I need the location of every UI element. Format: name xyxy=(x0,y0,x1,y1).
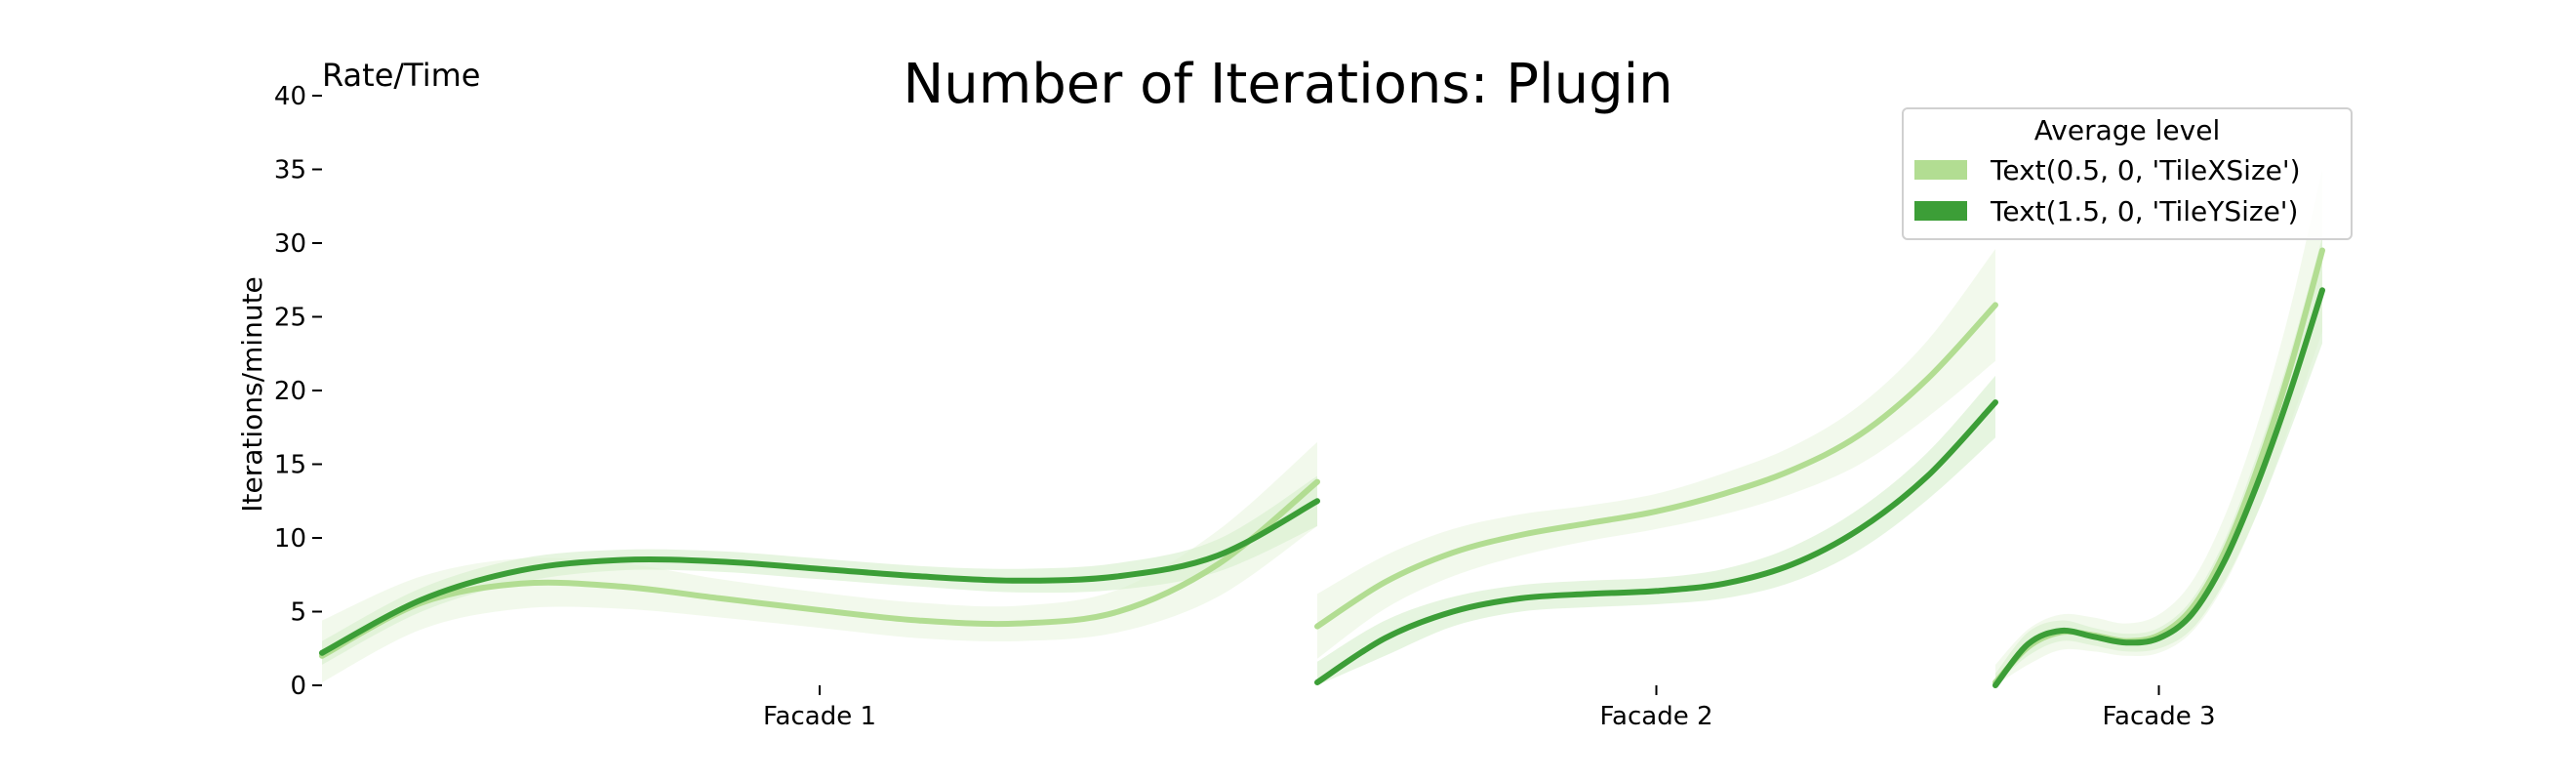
confidence-bands xyxy=(322,169,2322,685)
y-tick-label-40: 40 xyxy=(274,82,306,111)
corner-note: Rate/Time xyxy=(322,57,480,94)
y-tick-label-15: 15 xyxy=(274,451,306,480)
y-axis-title: Iterations/minute xyxy=(236,276,268,513)
legend-frame xyxy=(1902,107,2353,240)
line-facade-2-series-2 xyxy=(1314,399,1998,685)
band-facade-2-series-1 xyxy=(1317,249,1995,659)
x-tick-label-facade-3: Facade 3 xyxy=(2102,702,2215,731)
x-axis: Facade 1 Facade 2 Facade 3 xyxy=(763,685,2216,731)
legend-title: Average level xyxy=(2034,114,2220,146)
legend-swatch-tilexsize xyxy=(1914,160,1967,180)
y-tick-label-20: 20 xyxy=(274,377,306,406)
legend-label-tileysize: Text(1.5, 0, 'TileYSize') xyxy=(1990,195,2298,227)
legend: Average level Text(0.5, 0, 'TileXSize') … xyxy=(1902,107,2353,240)
y-tick-label-10: 10 xyxy=(274,524,306,554)
chart-title: Number of Iterations: Plugin xyxy=(903,53,1672,116)
legend-swatch-tileysize xyxy=(1914,201,1967,221)
y-tick-label-35: 35 xyxy=(274,156,306,185)
line-facade-1-series-2 xyxy=(319,498,1320,656)
line-facade-3-series-2 xyxy=(1992,287,2325,688)
x-tick-label-facade-2: Facade 2 xyxy=(1599,702,1712,731)
legend-label-tilexsize: Text(0.5, 0, 'TileXSize') xyxy=(1990,154,2301,186)
y-tick-label-25: 25 xyxy=(274,304,306,333)
y-tick-label-5: 5 xyxy=(290,598,306,628)
y-axis: 0 5 10 15 20 25 30 35 40 xyxy=(274,82,322,701)
line-facade-2-series-1 xyxy=(1314,302,1998,630)
y-tick-label-0: 0 xyxy=(290,672,306,701)
y-tick-label-30: 30 xyxy=(274,229,306,259)
x-tick-label-facade-1: Facade 1 xyxy=(763,702,876,731)
band-facade-2-series-2 xyxy=(1317,375,1995,685)
series-lines xyxy=(319,247,2325,688)
line-facade-1-series-1 xyxy=(319,478,1320,659)
